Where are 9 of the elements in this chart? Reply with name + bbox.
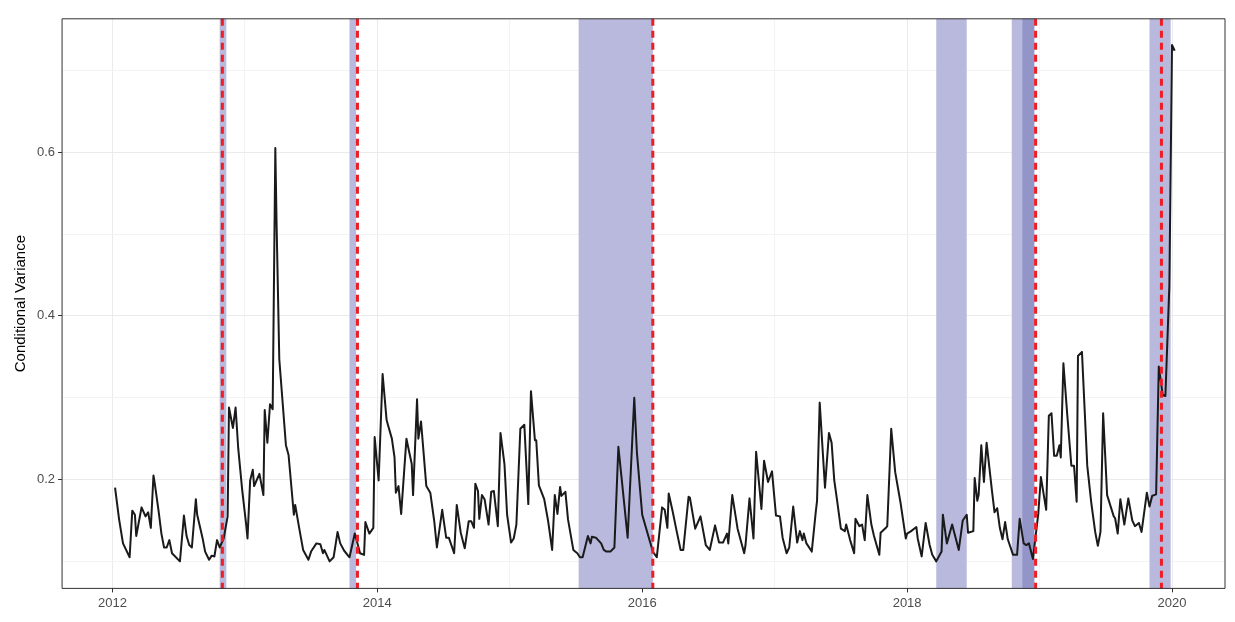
x-tick-label: 2014 xyxy=(362,594,392,610)
y-tick-label: 0.6 xyxy=(36,143,56,159)
y-tick-label: 0.2 xyxy=(36,471,56,487)
x-tick-label: 2020 xyxy=(1157,594,1187,610)
y-tick-label: 0.4 xyxy=(36,307,56,323)
x-tick-label: 2012 xyxy=(97,594,127,610)
x-tick-label: 2016 xyxy=(627,594,657,610)
x-tick-label: 2018 xyxy=(892,594,922,610)
y-axis-title: Conditional Variance xyxy=(11,234,29,373)
